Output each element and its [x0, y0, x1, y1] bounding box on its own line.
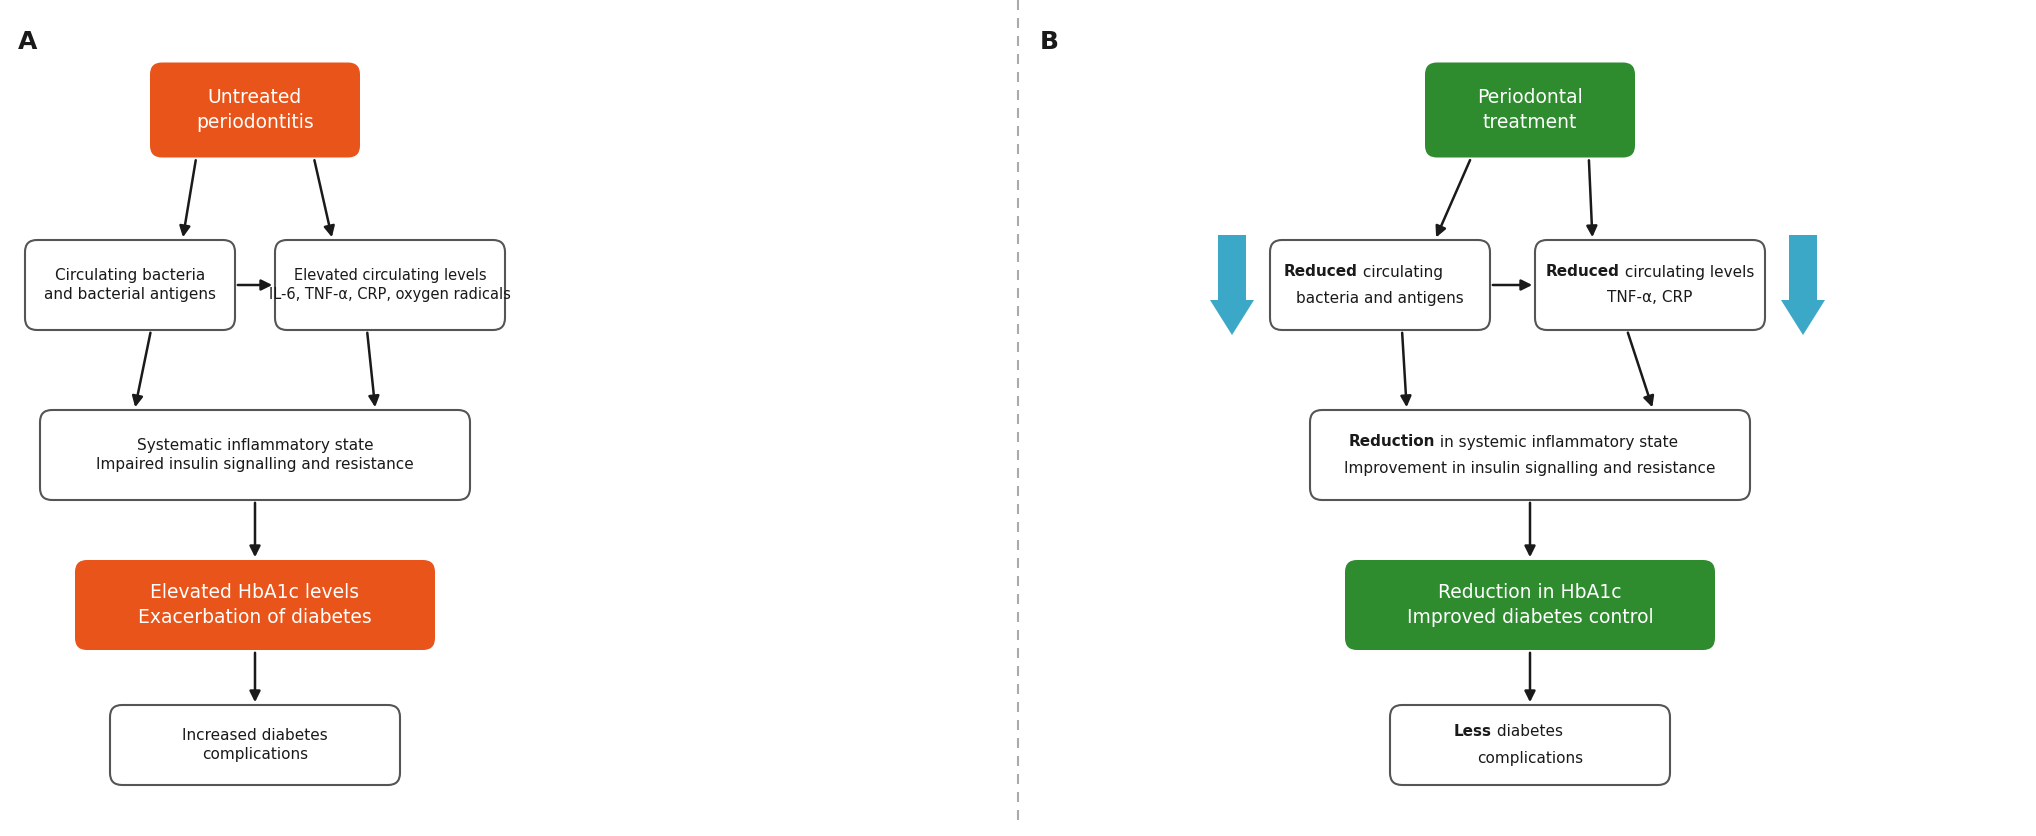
Text: B: B — [1040, 30, 1059, 54]
Text: Reduction in HbA1c
Improved diabetes control: Reduction in HbA1c Improved diabetes con… — [1407, 583, 1653, 627]
Text: circulating levels: circulating levels — [1621, 264, 1755, 279]
Polygon shape — [1782, 300, 1824, 335]
Polygon shape — [1209, 300, 1254, 335]
Text: TNF-α, CRP: TNF-α, CRP — [1606, 290, 1692, 305]
Text: Elevated HbA1c levels
Exacerbation of diabetes: Elevated HbA1c levels Exacerbation of di… — [138, 583, 373, 627]
Text: Reduced: Reduced — [1285, 264, 1358, 279]
Text: Less: Less — [1454, 725, 1492, 740]
FancyBboxPatch shape — [75, 560, 436, 650]
Text: in systemic inflammatory state: in systemic inflammatory state — [1435, 435, 1678, 450]
Bar — [1790, 235, 1816, 300]
FancyBboxPatch shape — [41, 410, 470, 500]
FancyBboxPatch shape — [1391, 705, 1670, 785]
Text: Improvement in insulin signalling and resistance: Improvement in insulin signalling and re… — [1344, 461, 1716, 476]
FancyBboxPatch shape — [1309, 410, 1751, 500]
Text: Reduced: Reduced — [1545, 264, 1621, 279]
Text: Untreated
periodontitis: Untreated periodontitis — [195, 88, 314, 132]
Bar — [1218, 235, 1246, 300]
FancyBboxPatch shape — [275, 240, 505, 330]
Text: Circulating bacteria
and bacterial antigens: Circulating bacteria and bacterial antig… — [45, 268, 216, 303]
Text: Periodontal
treatment: Periodontal treatment — [1478, 88, 1582, 132]
Text: circulating: circulating — [1358, 264, 1444, 279]
Text: Systematic inflammatory state
Impaired insulin signalling and resistance: Systematic inflammatory state Impaired i… — [96, 437, 413, 472]
FancyBboxPatch shape — [1346, 560, 1714, 650]
FancyBboxPatch shape — [151, 63, 360, 157]
FancyBboxPatch shape — [24, 240, 234, 330]
FancyBboxPatch shape — [1425, 63, 1635, 157]
FancyBboxPatch shape — [1270, 240, 1490, 330]
Text: Elevated circulating levels
IL-6, TNF-α, CRP, oxygen radicals: Elevated circulating levels IL-6, TNF-α,… — [269, 268, 511, 303]
Text: A: A — [18, 30, 37, 54]
Text: diabetes: diabetes — [1492, 725, 1564, 740]
Text: Increased diabetes
complications: Increased diabetes complications — [181, 727, 328, 762]
Text: complications: complications — [1476, 751, 1584, 766]
Text: bacteria and antigens: bacteria and antigens — [1297, 290, 1464, 305]
Text: Reduction: Reduction — [1348, 435, 1435, 450]
FancyBboxPatch shape — [110, 705, 399, 785]
FancyBboxPatch shape — [1535, 240, 1765, 330]
